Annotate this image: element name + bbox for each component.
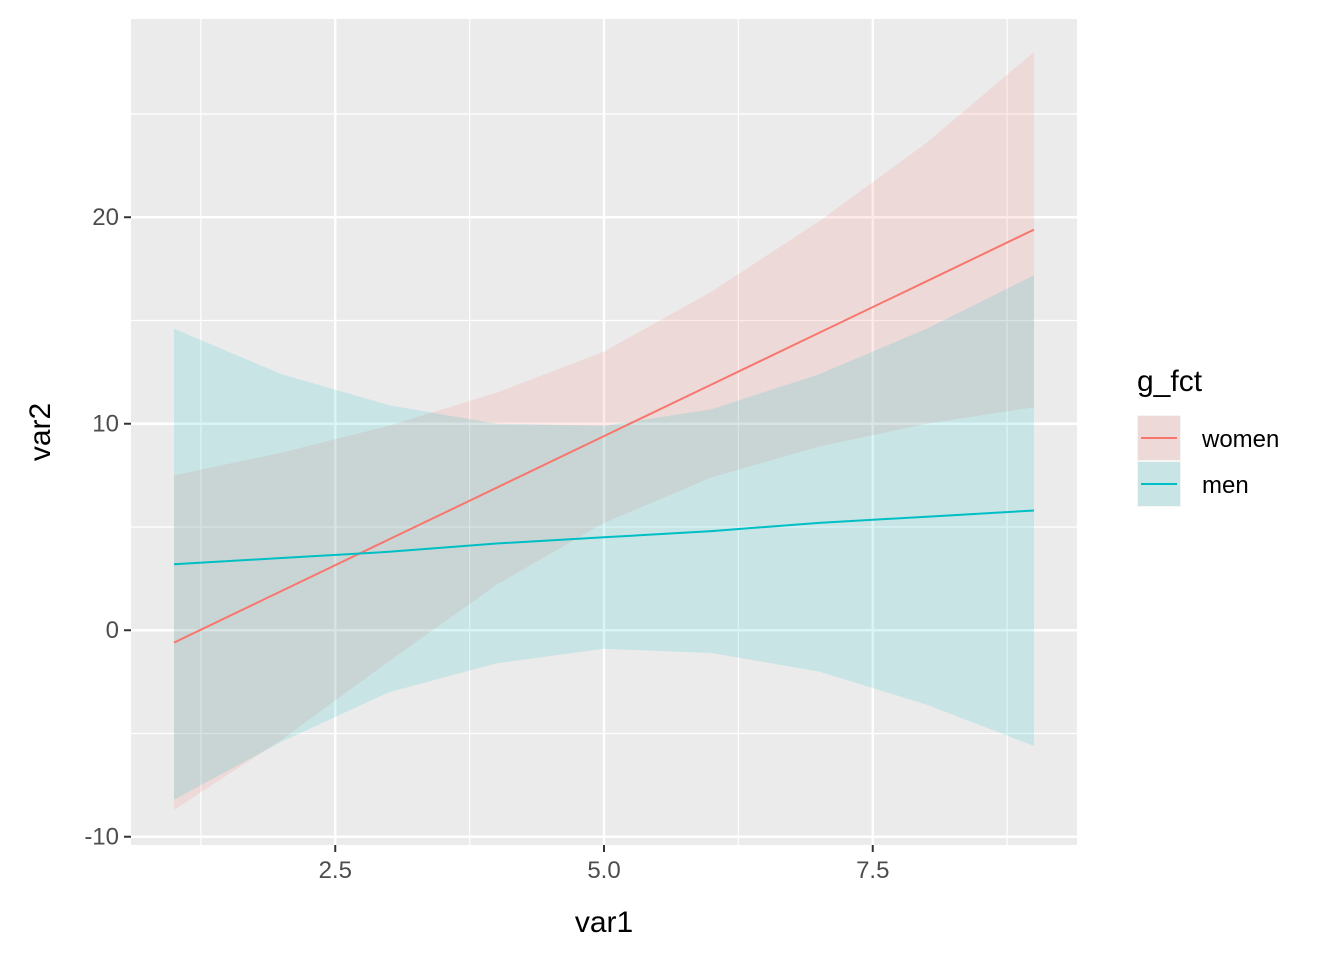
ribbon-women [174, 52, 1034, 810]
y-tick-label: 20 [92, 204, 119, 231]
x-tick-label: 5.0 [587, 857, 620, 884]
legend-label-men: men [1202, 472, 1249, 499]
major-gridlines [131, 19, 1077, 845]
series-lines [173, 228, 1035, 644]
x-axis-title: var1 [575, 906, 633, 939]
y-tick-label: 10 [92, 411, 119, 438]
line-men [173, 509, 1035, 566]
y-tick-label: -10 [84, 824, 119, 851]
legend: g_fct women men [1136, 365, 1279, 508]
x-tick-label: 7.5 [856, 857, 889, 884]
x-tick-label: 2.5 [319, 857, 352, 884]
y-tick-label: 0 [106, 617, 119, 644]
legend-label-women: women [1201, 426, 1279, 453]
legend-title: g_fct [1137, 365, 1203, 398]
y-axis-title: var2 [24, 403, 57, 461]
axes: 2.5 5.0 7.5 -10 0 10 20 [84, 204, 889, 884]
line-women [173, 228, 1035, 644]
